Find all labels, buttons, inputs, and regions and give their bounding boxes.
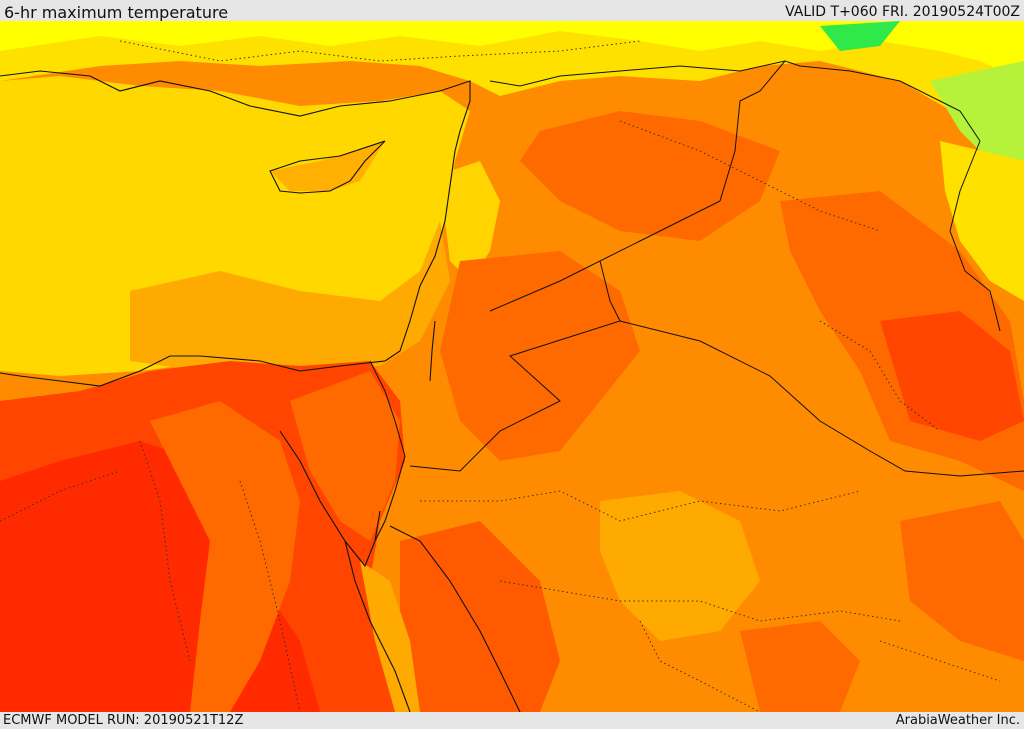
levant-coastline	[384, 150, 456, 362]
footer-bar: ECMWF MODEL RUN: 20190521T12Z ArabiaWeat…	[0, 712, 1024, 729]
province-borders	[0, 40, 1001, 712]
valid-time: VALID T+060 FRI. 20190524T00Z	[785, 4, 1020, 20]
jordan-border	[409, 260, 621, 472]
temperature-map[interactable]	[0, 21, 1024, 712]
model-run-label: ECMWF MODEL RUN: 20190521T12Z	[3, 713, 244, 728]
syria-dark-patch	[520, 111, 780, 241]
coastlines	[0, 70, 521, 712]
country-borders	[369, 60, 1024, 477]
turkey-syria-border	[489, 60, 981, 142]
credit-label: ArabiaWeather Inc.	[895, 713, 1020, 728]
cyprus-outline	[269, 140, 386, 194]
egypt-coastline	[0, 355, 386, 387]
gulf-of-aqaba	[374, 455, 406, 542]
dead-sea	[429, 320, 436, 382]
saudi-south-patch	[740, 621, 860, 712]
saudi-west-red	[400, 521, 560, 712]
northern-bright-yellow	[0, 21, 1024, 81]
map-canvas	[0, 21, 1024, 712]
iraq-red-core	[880, 311, 1024, 441]
jordan-dark-patch	[440, 251, 640, 461]
dotted-line-10	[0, 470, 121, 522]
northern-yellow-region	[0, 21, 1024, 151]
saudi-amber-region	[600, 491, 760, 641]
dotted-line-6	[420, 490, 861, 522]
map-title: 6-hr maximum temperature	[4, 3, 229, 22]
iran-iraq-border	[949, 140, 1001, 332]
sinai-orange	[290, 371, 400, 541]
northeast-green-core	[820, 21, 900, 51]
northeast-green	[930, 61, 1024, 181]
turkey-coastline	[0, 70, 471, 152]
cyprus-area	[270, 141, 385, 191]
dotted-line-9	[879, 640, 1001, 682]
nile-valley-orange	[150, 401, 300, 712]
iraq-saudi-border	[619, 320, 1024, 477]
red-sea-east-coast	[389, 525, 521, 712]
syria-iraq-border	[489, 60, 786, 312]
zagros-yellow	[940, 141, 1024, 301]
east-med-amber	[130, 221, 450, 371]
egypt-sinai-border	[369, 360, 406, 457]
levant-coast-yellow	[445, 161, 500, 281]
red-sea-west-coast	[344, 540, 411, 712]
saudi-southeast-dark	[900, 501, 1024, 661]
dotted-line-4	[139, 440, 191, 662]
header-bar: 6-hr maximum temperature VALID T+060 FRI…	[0, 0, 1024, 22]
dotted-line-5	[239, 480, 301, 712]
red-sea-coast-amber	[360, 561, 420, 712]
